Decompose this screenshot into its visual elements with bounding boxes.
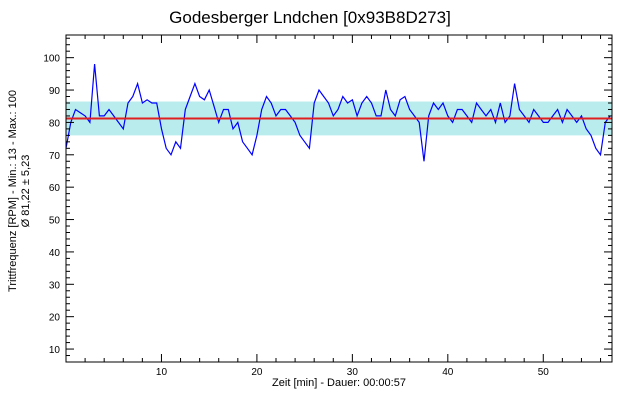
y-tick-label: 30 xyxy=(49,280,61,291)
x-tick-label: 30 xyxy=(347,367,359,378)
y-tick-label: 90 xyxy=(49,86,61,97)
y-tick-label: 60 xyxy=(49,183,61,194)
y-tick-label: 80 xyxy=(49,118,61,129)
x-axis-label: Zeit [min] - Dauer: 00:00:57 xyxy=(272,377,406,389)
chart-title: Godesberger Lndchen [0x93B8D273] xyxy=(169,8,451,27)
y-tick-label: 20 xyxy=(49,313,61,324)
x-tick-label: 10 xyxy=(156,367,168,378)
series-line xyxy=(65,64,611,162)
y-tick-label: 40 xyxy=(49,248,61,259)
y-tick-label: 70 xyxy=(49,151,61,162)
plot-frame xyxy=(65,34,613,363)
x-tick-label: 20 xyxy=(251,367,263,378)
y-tick-label: 50 xyxy=(49,216,61,227)
y-tick-label: 10 xyxy=(49,345,61,356)
x-tick-label: 50 xyxy=(538,367,550,378)
y-tick-label: 100 xyxy=(43,54,60,65)
x-tick-label: 40 xyxy=(442,367,454,378)
